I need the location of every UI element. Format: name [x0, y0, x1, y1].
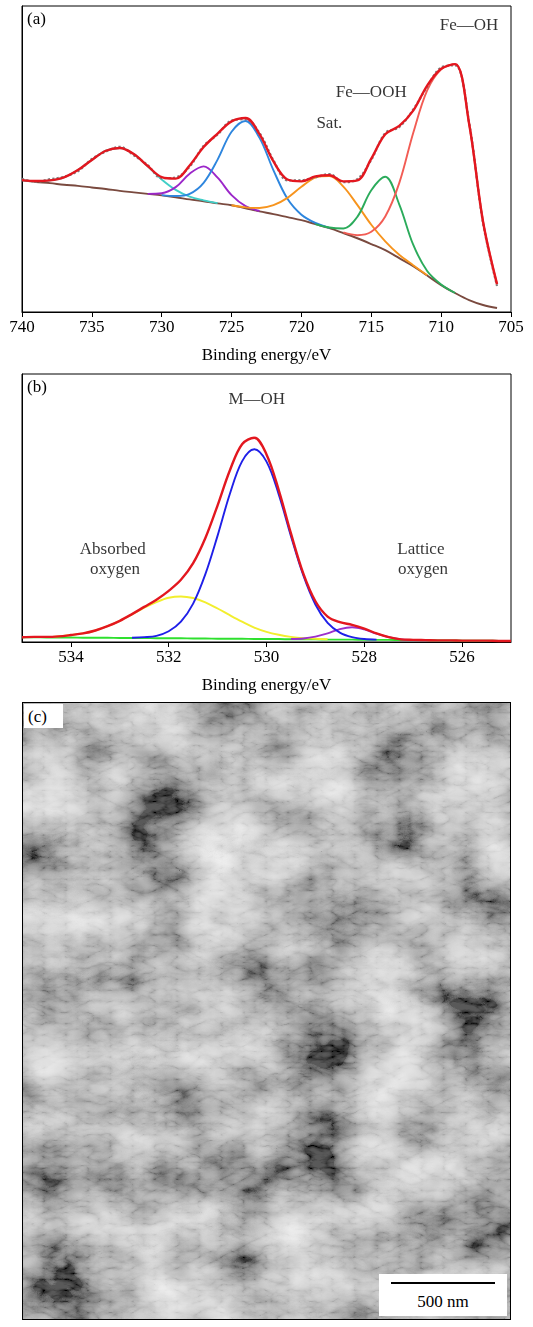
svg-text:500 nm: 500 nm	[417, 1292, 468, 1311]
svg-text:M—OH: M—OH	[228, 389, 285, 408]
svg-text:(b): (b)	[27, 377, 47, 396]
svg-text:Fe—OOH: Fe—OOH	[336, 82, 407, 101]
svg-text:Binding energy/eV: Binding energy/eV	[202, 675, 332, 694]
svg-text:715: 715	[359, 317, 385, 336]
svg-text:530: 530	[254, 647, 280, 666]
svg-text:532: 532	[156, 647, 182, 666]
svg-text:740: 740	[9, 317, 35, 336]
svg-text:526: 526	[449, 647, 475, 666]
svg-text:Binding energy/eV: Binding energy/eV	[202, 345, 332, 364]
svg-text:534: 534	[58, 647, 84, 666]
svg-text:705: 705	[498, 317, 524, 336]
svg-text:720: 720	[289, 317, 315, 336]
svg-text:730: 730	[149, 317, 175, 336]
svg-text:Sat.: Sat.	[316, 113, 342, 132]
svg-text:(c): (c)	[28, 707, 47, 726]
svg-text:Fe—OH: Fe—OH	[440, 15, 499, 34]
svg-text:Absorbed: Absorbed	[80, 539, 150, 558]
svg-text:oxygen: oxygen	[398, 559, 449, 578]
svg-text:Lattice: Lattice	[397, 539, 448, 558]
svg-text:528: 528	[352, 647, 378, 666]
svg-text:(a): (a)	[27, 9, 46, 28]
svg-text:735: 735	[79, 317, 105, 336]
svg-text:725: 725	[219, 317, 245, 336]
svg-text:710: 710	[428, 317, 454, 336]
svg-text:oxygen: oxygen	[90, 559, 141, 578]
